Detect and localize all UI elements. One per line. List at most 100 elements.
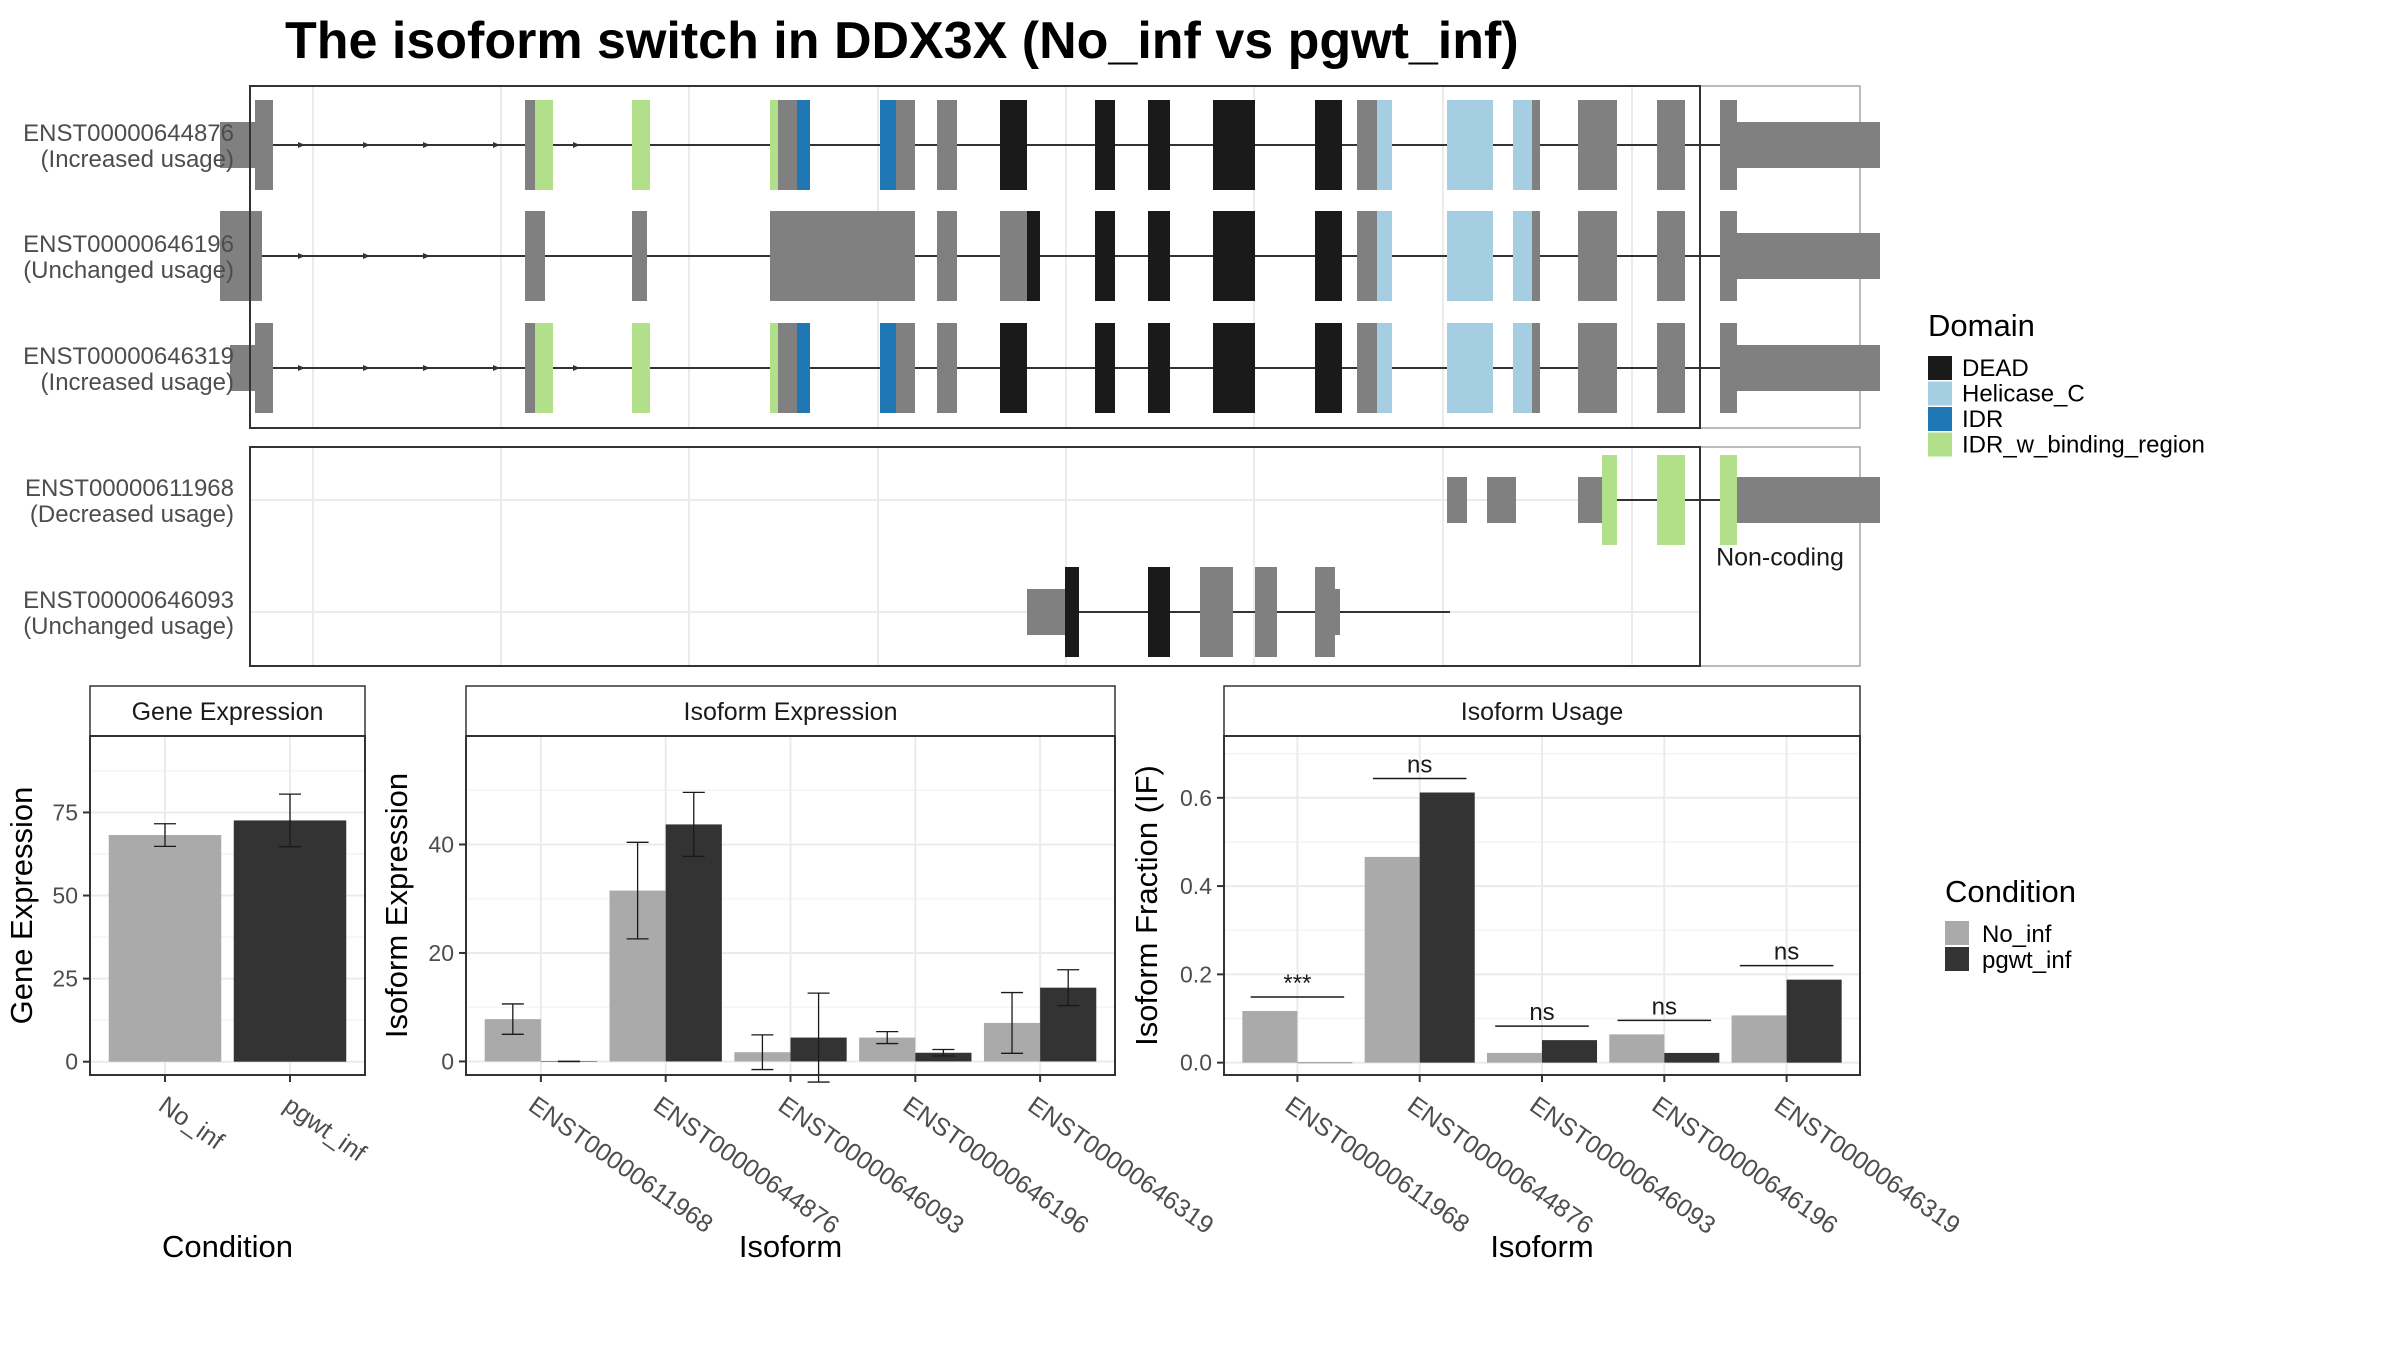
legend-label-idr_w_binding_region: IDR_w_binding_region [1962, 432, 2205, 459]
facet-title: Isoform Usage [1461, 698, 1624, 726]
legend-swatch-idr_w_binding_region [1928, 432, 1952, 457]
domain-exon-idr [797, 323, 810, 413]
exon-block [1657, 323, 1685, 413]
direction-arrow [363, 365, 370, 371]
domain-exon-dead [1148, 567, 1170, 657]
exon-block [1027, 589, 1065, 635]
exon-block [632, 211, 647, 301]
y-tick-label: 50 [52, 883, 78, 909]
direction-arrow [298, 142, 305, 148]
bar [1609, 1034, 1665, 1063]
exon-block [1578, 477, 1602, 523]
domain-exon-idr_w_binding_region [1602, 455, 1617, 545]
domain-exon-dead [1213, 211, 1255, 301]
domain-exon-dead [1000, 323, 1027, 413]
facet-strip [89, 685, 366, 737]
domain-exon-idr_w_binding_region [770, 100, 778, 190]
structure-plot-background [250, 447, 1700, 666]
transcript-ENST00000646093 [1027, 567, 1450, 657]
bar [233, 820, 347, 1062]
domain-exon-helicase_c [1513, 211, 1532, 301]
x-axis-title: Isoform [1490, 1229, 1593, 1264]
domain-exon-dead [1065, 567, 1079, 657]
bar [1486, 1052, 1542, 1063]
direction-arrow [423, 365, 430, 371]
direction-arrow [298, 365, 305, 371]
significance-label: ns [1407, 752, 1432, 779]
domain-exon-dead [1027, 211, 1040, 301]
domain-exon-idr_w_binding_region [1720, 455, 1737, 545]
bar [859, 1037, 916, 1062]
exon-block [1737, 122, 1880, 168]
exon-block [1357, 323, 1377, 413]
direction-arrow [423, 253, 430, 259]
exon-block [1532, 323, 1540, 413]
isoform-id-label: ENST00000611968 [25, 475, 234, 502]
isoform-id-label: ENST00000644876 [23, 120, 234, 147]
domain-legend-title: Domain [1928, 308, 2035, 343]
legend-swatch-no_inf [1945, 921, 1969, 945]
y-tick-label: 75 [52, 799, 78, 825]
isoform-usage-label: (Increased usage) [41, 146, 234, 173]
domain-exon-idr_w_binding_region [632, 100, 650, 190]
exon-block [255, 323, 273, 413]
significance-label: ns [1774, 939, 1799, 966]
domain-exon-helicase_c [1377, 323, 1392, 413]
domain-exon-dead [1148, 211, 1170, 301]
domain-exon-idr_w_binding_region [632, 323, 650, 413]
legend-label-no_inf: No_inf [1982, 921, 2052, 948]
domain-exon-dead [1148, 323, 1170, 413]
y-tick-label: 0.0 [1180, 1050, 1212, 1076]
transcript-ENST00000611968 [1447, 455, 1880, 545]
domain-exon-helicase_c [1513, 323, 1532, 413]
exon-block [1737, 477, 1880, 523]
direction-arrow [363, 142, 370, 148]
bar [1242, 1010, 1298, 1063]
y-tick-label: 20 [428, 940, 454, 966]
domain-exon-helicase_c [1513, 100, 1532, 190]
y-tick-label: 40 [428, 831, 454, 857]
isoform-usage-label: (Decreased usage) [30, 501, 234, 528]
exon-block [896, 323, 915, 413]
exon-block [1357, 100, 1377, 190]
direction-arrow [363, 253, 370, 259]
exon-block [1578, 211, 1617, 301]
domain-exon-dead [1148, 100, 1170, 190]
bar [1364, 856, 1420, 1063]
legend-label-pgwt_inf: pgwt_inf [1982, 947, 2072, 974]
bar [1664, 1052, 1720, 1063]
domain-exon-idr [880, 323, 896, 413]
exon-block [1737, 233, 1880, 279]
domain-exon-idr_w_binding_region [770, 323, 778, 413]
bar [915, 1052, 972, 1062]
direction-arrow [423, 142, 430, 148]
significance-label: ns [1529, 999, 1554, 1026]
bar [1542, 1040, 1598, 1063]
isoform-id-label: ENST00000646093 [23, 587, 234, 614]
isoform-usage-label: (Increased usage) [41, 369, 234, 396]
y-tick-label: 0.4 [1180, 873, 1212, 899]
domain-exon-dead [1315, 100, 1342, 190]
exon-block [937, 100, 957, 190]
direction-arrow [298, 253, 305, 259]
exon-block [896, 100, 915, 190]
exon-block [778, 323, 797, 413]
domain-legend: Domain DEADHelicase_CIDRIDR_w_binding_reg… [1928, 308, 2205, 459]
bar [108, 835, 222, 1062]
transcript-ENST00000646319 [230, 323, 1880, 413]
exon-block [220, 211, 262, 301]
bar [1786, 979, 1842, 1063]
structure-plot-border [249, 446, 1701, 667]
facet-strip [1223, 685, 1861, 737]
domain-exon-dead [1000, 100, 1027, 190]
structure-plot-border [249, 85, 1701, 429]
domain-exon-dead [1213, 323, 1255, 413]
plot-border [89, 735, 366, 1076]
facet-title: Gene Expression [132, 698, 324, 726]
domain-exon-idr_w_binding_region [535, 100, 553, 190]
domain-exon-helicase_c [1377, 211, 1392, 301]
bar [665, 824, 722, 1062]
isoform-id-label: ENST00000646319 [23, 343, 234, 370]
y-tick-label: 0.2 [1180, 961, 1212, 987]
exon-block [1357, 211, 1377, 301]
